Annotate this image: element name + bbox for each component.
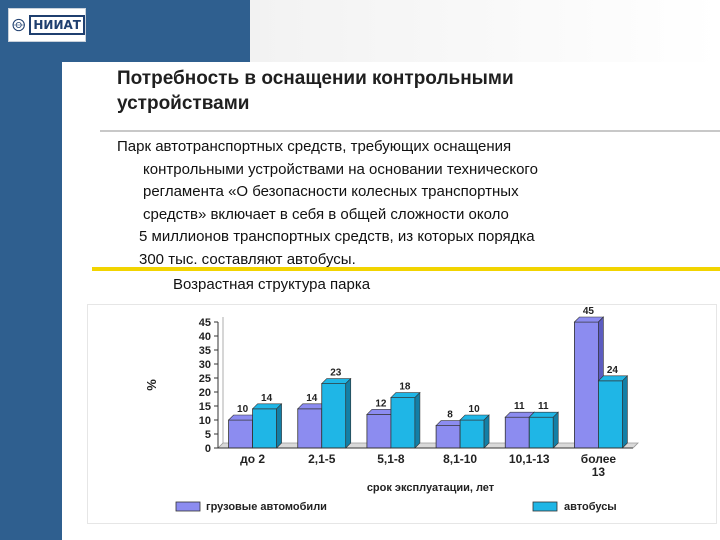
header-fade: [250, 0, 720, 62]
body-line: 5 миллионов транспортных средств, из кот…: [139, 228, 535, 245]
body-line: 300 тыс. составляют автобусы.: [139, 250, 356, 268]
y-tick-label: 25: [199, 373, 211, 385]
bar: [598, 380, 623, 449]
data-label: 12: [375, 398, 387, 409]
data-label: 24: [607, 365, 619, 376]
bar-side: [483, 414, 490, 449]
bar: [459, 419, 485, 449]
slide-body: Парк автотранспортных средств, требующих…: [117, 136, 717, 271]
x-tick-label: 13: [592, 465, 606, 479]
y-tick-label: 35: [199, 345, 211, 357]
data-label: 14: [261, 393, 273, 404]
y-tick-label: 45: [199, 317, 211, 329]
x-tick-label: 10,1-13: [509, 452, 550, 466]
y-tick-label: 15: [199, 401, 211, 413]
legend-label: автобусы: [564, 501, 617, 513]
y-tick-label: 0: [205, 443, 211, 455]
legend-label: грузовые автомобили: [206, 501, 327, 513]
x-tick-label: 8,1-10: [443, 452, 477, 466]
x-tick-label: более: [581, 452, 617, 466]
data-label: 11: [514, 401, 525, 412]
bar-chart: 0 5 10 15 20 25 30 35 40 45% 10 14 до 2 14 23 2,1-5 12 18…: [144, 306, 639, 513]
y-tick-label: 20: [199, 387, 211, 399]
chart-caption: Возрастная структура парка: [173, 276, 371, 293]
data-label: 23: [330, 368, 342, 379]
slide-title-line1: Потребность в оснащении контрольными: [117, 68, 514, 89]
data-label: 14: [306, 393, 318, 404]
y-axis-label: %: [144, 379, 159, 391]
data-label: 45: [583, 306, 595, 317]
data-label: 18: [399, 382, 411, 393]
slide-title: Потребность в оснащении контрольными уст…: [117, 66, 677, 116]
body-line: Парк автотранспортных средств, требующих…: [117, 138, 512, 155]
y-tick-label: 30: [199, 359, 211, 371]
bar: [504, 416, 530, 449]
bar: [228, 419, 253, 449]
corner-curve: [62, 62, 122, 122]
legend-swatch: [532, 501, 558, 512]
bar-side: [414, 391, 421, 449]
chart-panel: 0 5 10 15 20 25 30 35 40 45% 10 14 до 2 14 23 2,1-5 12 18…: [88, 305, 716, 523]
x-axis-label: срок эксплуатации, лет: [367, 482, 495, 494]
bar: [297, 408, 323, 449]
logo-emblem-icon: [12, 18, 25, 32]
data-label: 10: [469, 404, 481, 415]
data-label: 10: [237, 404, 249, 415]
sidebar-band: [0, 0, 62, 540]
bar: [252, 408, 277, 449]
y-tick-label: 10: [199, 415, 211, 427]
bar-side: [622, 375, 628, 449]
bar: [366, 414, 392, 449]
slide-title-line2: устройствами: [117, 93, 250, 114]
y-tick-label: 40: [199, 331, 211, 343]
accent-line: [92, 267, 720, 271]
bar: [321, 383, 347, 449]
bar: [574, 321, 599, 449]
data-label: 11: [538, 401, 549, 412]
x-tick-label: 5,1-8: [377, 452, 405, 466]
body-line: регламента «О безопасности колесных тран…: [143, 183, 519, 200]
y-tick-label: 5: [205, 429, 211, 441]
x-tick-label: 2,1-5: [308, 452, 336, 466]
bar-side: [345, 377, 352, 449]
title-divider: [100, 130, 720, 132]
bar-side: [552, 411, 559, 449]
logo: НИИАТ: [8, 8, 86, 42]
bar-side: [276, 403, 282, 449]
body-line: средств» включает в себя в общей сложнос…: [143, 205, 509, 223]
logo-text: НИИАТ: [29, 15, 85, 35]
data-label: 8: [447, 410, 453, 421]
bar: [528, 416, 554, 449]
bar: [390, 397, 416, 449]
body-line: контрольными устройствами на основании т…: [143, 160, 538, 178]
x-tick-label: до 2: [240, 452, 265, 466]
bar: [435, 425, 461, 449]
legend-swatch: [175, 501, 201, 512]
